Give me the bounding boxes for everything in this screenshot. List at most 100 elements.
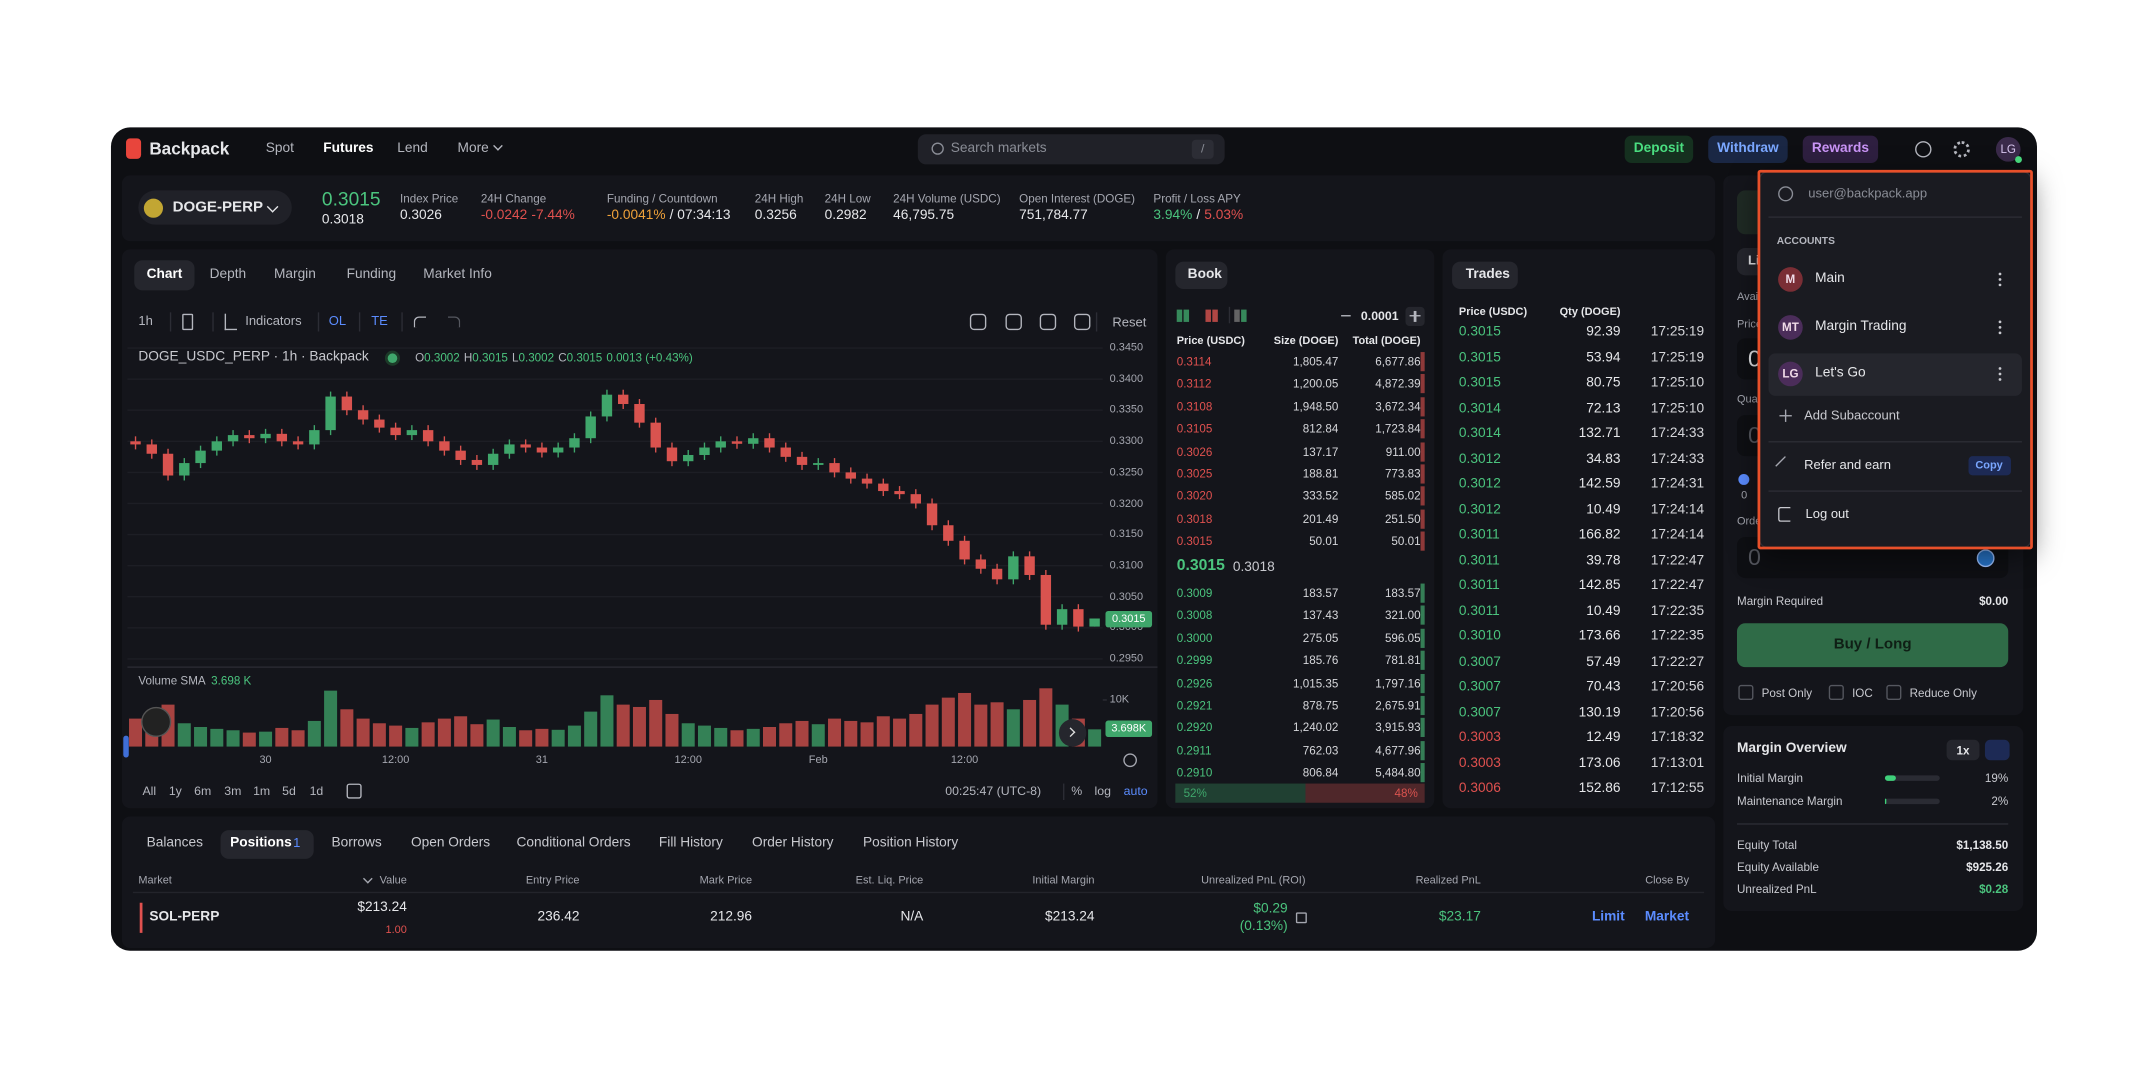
book-cell: 911.00 — [1385, 444, 1421, 459]
nav-button-label[interactable]: Withdraw — [1717, 141, 1779, 157]
close-limit[interactable]: Limit — [1591, 909, 1625, 925]
nav-link[interactable]: More — [457, 141, 489, 157]
book-cell: 1,797.16 — [1375, 675, 1421, 690]
toolbar-item[interactable]: TE — [371, 314, 388, 330]
chart-tab[interactable]: Market Info — [423, 267, 492, 283]
account-avatar — [1778, 267, 1803, 292]
positions-tab[interactable]: Order History — [752, 835, 834, 851]
nav-button[interactable] — [1708, 135, 1788, 164]
positions-tab[interactable]: Conditional Orders — [516, 835, 631, 851]
toolbar-item[interactable]: OL — [328, 314, 347, 330]
book-cell: 188.81 — [1302, 466, 1339, 481]
nav-link[interactable]: Futures — [323, 141, 374, 157]
range-button[interactable]: 1y — [168, 784, 182, 798]
trades-tab[interactable]: Trades — [1465, 267, 1510, 283]
y-tick-label: 0.3400 — [1109, 372, 1144, 385]
checkbox-label: IOC — [1852, 685, 1873, 700]
range-button[interactable]: 5d — [282, 784, 296, 798]
scale-option[interactable]: log — [1094, 784, 1111, 798]
range-button[interactable]: All — [142, 784, 157, 798]
column-header: Qty (DOGE) — [1559, 305, 1621, 318]
chart-tab[interactable]: Margin — [273, 267, 316, 283]
add-subaccount[interactable]: Add Subaccount — [1804, 408, 1900, 424]
nav-button[interactable] — [1624, 135, 1694, 164]
kebab-dot[interactable] — [1998, 372, 2002, 376]
last-price: 0.3015 — [321, 187, 381, 210]
nav-button-label[interactable]: Deposit — [1633, 141, 1685, 157]
x-tick-label: 12:00 — [381, 753, 410, 766]
positions-tab[interactable]: Open Orders — [410, 835, 491, 851]
refer-and-earn[interactable]: Refer and earn — [1804, 457, 1891, 473]
trade-price: 0.3012 — [1458, 502, 1501, 518]
range-button[interactable]: 1m — [253, 784, 271, 798]
toolbar-item[interactable]: Indicators — [245, 314, 302, 330]
book-tab[interactable]: Book — [1187, 267, 1222, 283]
settings-button[interactable] — [1984, 739, 2010, 761]
account-name[interactable]: Margin Trading — [1815, 319, 1907, 335]
market-selector[interactable] — [138, 190, 292, 225]
range-button[interactable]: 3m — [224, 784, 242, 798]
position-size: 1.00 — [385, 923, 407, 936]
tool-icon — [969, 313, 987, 331]
slider-label: 0 — [1741, 489, 1748, 502]
chart-tab[interactable]: Depth — [209, 267, 247, 283]
text: 0.3015 — [472, 350, 508, 365]
book-cell: 812.84 — [1302, 421, 1339, 436]
checkbox[interactable] — [1886, 684, 1902, 701]
slider-handle[interactable] — [1738, 473, 1750, 485]
chart-tab[interactable]: Chart — [146, 267, 183, 283]
close-market[interactable]: Market — [1644, 909, 1690, 925]
y-tick-label: 0.3250 — [1109, 465, 1144, 478]
scale-option[interactable]: auto — [1123, 784, 1148, 798]
margin-fill — [1884, 798, 1887, 805]
view-toggle[interactable] — [1176, 309, 1190, 322]
text: 0.0013 (+0.43%) — [606, 350, 693, 365]
nav-button-label[interactable]: Rewards — [1811, 141, 1869, 157]
volume-bar — [876, 716, 890, 747]
copy-button[interactable] — [1968, 456, 2011, 476]
view-toggle[interactable] — [1205, 309, 1218, 322]
nav-button[interactable] — [1802, 135, 1879, 164]
stat-value: 0.3256 — [755, 209, 801, 224]
equity-label: Equity Total — [1736, 838, 1797, 852]
log-out[interactable]: Log out — [1805, 507, 1849, 523]
chart-tab[interactable]: Funding — [346, 267, 397, 283]
scale-option[interactable]: % — [1071, 784, 1083, 798]
checkbox[interactable] — [1738, 684, 1754, 701]
positions-tab[interactable]: Balances — [146, 835, 203, 851]
toolbar-item[interactable]: 1h — [138, 314, 153, 330]
stat-label: Profit / Loss APY — [1153, 191, 1241, 206]
submit-label[interactable]: Buy / Long — [1833, 636, 1912, 653]
indicator-icon — [224, 313, 237, 331]
view-toggle[interactable] — [1234, 309, 1247, 322]
reset-button[interactable]: Reset — [1112, 315, 1147, 331]
submit-button[interactable] — [1736, 623, 2009, 668]
kebab-dot[interactable] — [1998, 326, 2002, 330]
checkbox[interactable] — [1828, 684, 1844, 701]
trade-qty: 132.71 — [1578, 426, 1621, 442]
candle-body — [1008, 556, 1019, 580]
range-button[interactable]: 6m — [194, 784, 212, 798]
account-name[interactable]: Main — [1815, 271, 1845, 287]
leverage-pill[interactable] — [1946, 739, 1980, 761]
divider — [1736, 823, 2009, 825]
positions-tab[interactable]: Positions — [230, 835, 292, 851]
stat-label: 24H Volume (USDC) — [893, 191, 1001, 206]
text: 0.3002 — [424, 350, 460, 365]
nav-link[interactable]: Lend — [397, 141, 428, 157]
positions-tab[interactable]: Borrows — [331, 835, 382, 851]
kebab-dot — [1998, 367, 2002, 371]
positions-tab[interactable]: Position History — [863, 835, 959, 851]
positions-tab[interactable]: Fill History — [658, 835, 723, 851]
nav-link[interactable]: Spot — [265, 141, 294, 157]
trade-qty: 10.49 — [1586, 502, 1621, 518]
copy-label[interactable]: Copy — [1975, 458, 2003, 472]
kebab-dot[interactable] — [1998, 278, 2002, 282]
undo-icon — [413, 316, 427, 328]
volume-bar — [860, 722, 874, 747]
account-name[interactable]: Let's Go — [1815, 365, 1866, 381]
scroll-button[interactable] — [1058, 719, 1087, 747]
search-box[interactable] — [917, 134, 1225, 165]
mid-mark-price: 0.3018 — [1232, 560, 1275, 576]
range-button[interactable]: 1d — [309, 784, 324, 798]
